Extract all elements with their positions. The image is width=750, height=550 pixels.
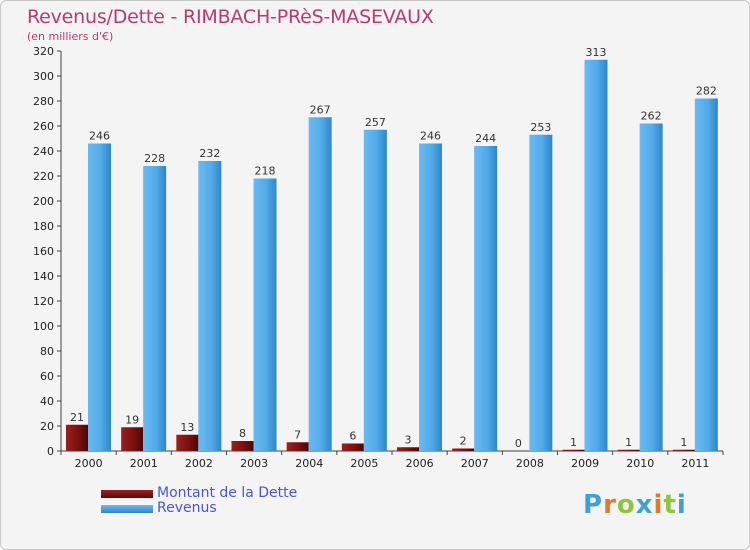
chart-title: Revenus/Dette - RIMBACH-PRèS-MASEVAUX <box>27 6 434 28</box>
bar-revenus <box>363 129 387 451</box>
x-tick-label: 2005 <box>350 457 378 470</box>
y-tick-label: 100 <box>33 320 54 333</box>
data-label-dette: 13 <box>180 421 194 434</box>
y-tick-label: 160 <box>33 245 54 258</box>
legend-label-dette: Montant de la Dette <box>157 485 298 501</box>
logo-letter: x <box>635 490 654 520</box>
data-label-dette: 19 <box>125 413 139 426</box>
bar-revenus <box>253 178 277 451</box>
y-tick-label: 280 <box>33 95 54 108</box>
x-tick-label: 2010 <box>626 457 654 470</box>
bar-revenus <box>529 134 553 451</box>
x-tick-label: 2006 <box>406 457 434 470</box>
data-label-revenus: 313 <box>586 46 607 59</box>
y-tick-label: 300 <box>33 70 54 83</box>
bar-revenus <box>419 143 442 451</box>
data-label-revenus: 244 <box>475 132 496 145</box>
x-tick-label: 2011 <box>681 457 709 470</box>
y-tick-label: 260 <box>33 120 54 133</box>
y-tick-label: 0 <box>47 445 54 458</box>
bar-revenus <box>584 59 608 451</box>
bar-dette <box>672 449 695 451</box>
data-label-dette: 2 <box>460 435 467 448</box>
data-label-dette: 1 <box>625 436 632 449</box>
x-tick-label: 2007 <box>461 457 489 470</box>
bar-dette <box>617 449 640 451</box>
x-tick-label: 2004 <box>295 457 323 470</box>
bar-dette <box>121 427 144 451</box>
x-tick-label: 2008 <box>516 457 544 470</box>
data-label-dette: 8 <box>239 427 246 440</box>
y-tick-label: 240 <box>33 145 54 158</box>
data-labels: 21 246 19 228 13 232 8 218 7 267 6 257 3 246 2 244 0 253 1… <box>70 46 717 450</box>
y-tick-label: 80 <box>40 345 54 358</box>
logo-letter: i <box>653 490 664 520</box>
logo-letter: i <box>676 490 687 520</box>
bar-dette <box>66 424 88 451</box>
y-tick-label: 140 <box>33 270 54 283</box>
y-tick-label: 40 <box>40 395 54 408</box>
bar-revenus <box>88 143 111 451</box>
data-label-dette: 7 <box>294 428 301 441</box>
data-label-revenus: 262 <box>641 110 662 123</box>
bar-revenus <box>308 117 332 451</box>
y-tick-label: 200 <box>33 195 54 208</box>
data-label-revenus: 267 <box>310 103 331 116</box>
data-label-dette: 3 <box>405 433 412 446</box>
logo-letter: r <box>603 490 617 520</box>
data-label-dette: 6 <box>349 430 356 443</box>
data-label-revenus: 257 <box>365 116 386 129</box>
x-tick-label: 2009 <box>571 457 599 470</box>
bar-dette <box>231 441 254 451</box>
chart-subtitle: (en milliers d'€) <box>27 30 114 43</box>
logo-letter: P <box>583 490 604 520</box>
logo-letter: o <box>616 490 636 520</box>
bar-dette <box>397 447 419 451</box>
data-label-dette: 1 <box>570 436 577 449</box>
bar-dette <box>176 434 199 451</box>
bar-dette <box>562 449 585 451</box>
bar-dette <box>341 443 364 451</box>
y-tick-label: 60 <box>40 370 54 383</box>
legend-label-revenus: Revenus <box>157 500 217 516</box>
x-tick-label: 2003 <box>240 457 268 470</box>
data-label-revenus: 232 <box>199 147 220 160</box>
data-label-revenus: 228 <box>144 152 165 165</box>
x-tick-label: 2001 <box>130 457 158 470</box>
y-tick-label: 320 <box>33 45 54 58</box>
axes: 0204060801001201401601802002202402602803… <box>33 45 724 470</box>
bar-revenus <box>639 123 663 451</box>
bar-revenus <box>143 166 167 451</box>
data-label-dette: 0 <box>515 437 522 450</box>
y-tick-label: 120 <box>33 295 54 308</box>
data-label-revenus: 246 <box>89 130 110 143</box>
bar-revenus <box>198 161 222 451</box>
data-label-revenus: 246 <box>420 130 441 143</box>
bars <box>66 59 718 451</box>
legend-swatch-revenus <box>101 505 153 513</box>
data-label-revenus: 253 <box>530 121 551 134</box>
data-label-dette: 21 <box>70 411 84 424</box>
logo-letter: t <box>663 490 677 520</box>
bar-dette <box>286 442 309 451</box>
x-tick-label: 2002 <box>185 457 213 470</box>
legend-swatch-dette <box>101 490 153 498</box>
y-tick-label: 20 <box>40 420 54 433</box>
bar-dette <box>452 448 475 451</box>
proxiti-logo: Proxiti <box>583 490 687 520</box>
data-label-dette: 1 <box>680 436 687 449</box>
data-label-revenus: 218 <box>255 165 276 178</box>
data-label-revenus: 282 <box>696 85 717 98</box>
bar-revenus <box>474 146 498 451</box>
x-tick-label: 2000 <box>75 457 103 470</box>
y-tick-label: 220 <box>33 170 54 183</box>
y-tick-label: 180 <box>33 220 54 233</box>
bar-revenus <box>694 98 718 451</box>
